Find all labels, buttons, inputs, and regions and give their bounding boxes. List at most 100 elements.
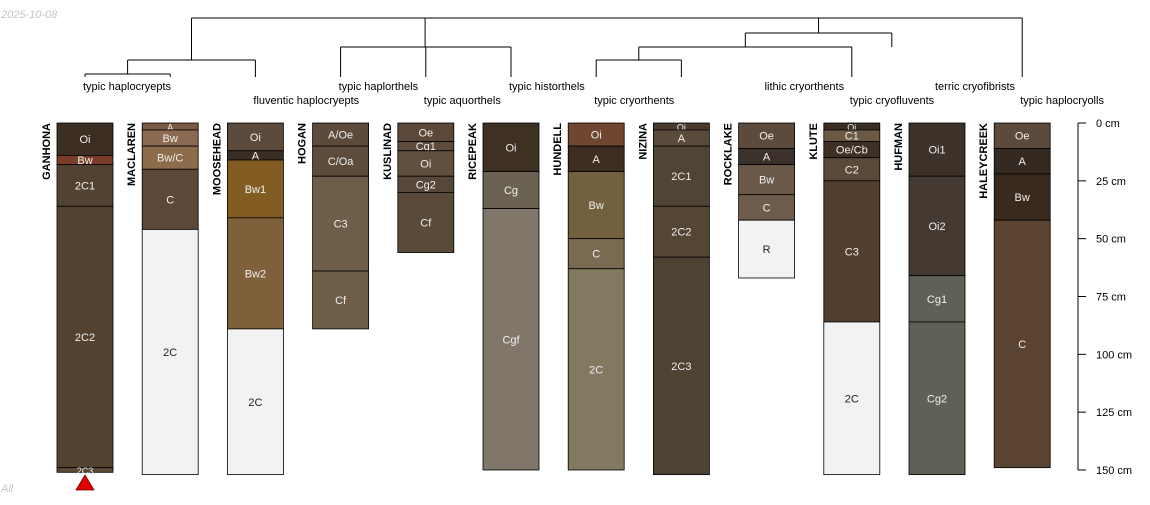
horizon-haleycreek-bw bbox=[993, 173, 1051, 221]
horizon-label-hufman-cg1: Cg1 bbox=[927, 294, 947, 306]
profile-name-kuslinad: KUSLINAD bbox=[382, 123, 394, 180]
profile-nizina: OiA 2C1 2C2 2C3 NIZINA bbox=[637, 122, 710, 476]
horizon-label-klute-c1: C1 bbox=[845, 131, 859, 143]
horizon-label-hufman-oi2: Oi2 bbox=[928, 221, 945, 233]
horizon-label-kuslinad-cf: Cf bbox=[420, 217, 432, 229]
horizon-label-rocklake-c: C bbox=[763, 202, 771, 214]
horizon-label-maclaren-bw: Bw bbox=[163, 133, 178, 145]
depth-axis: 0 cm 25 cm 50 cm 75 cm 100 cm 125 cm 150 cm bbox=[1077, 118, 1132, 477]
horizon-label-hundell-bw: Bw bbox=[589, 200, 604, 212]
profile-hundell: Oi A Bw C 2C HUNDELL bbox=[552, 122, 625, 471]
taxa-label-lithic-cryorthents: lithic cryorthents bbox=[765, 81, 845, 93]
depth-tick-label-50: 50 cm bbox=[1096, 234, 1126, 246]
horizon-ganhona-2c1 bbox=[56, 164, 114, 207]
horizon-label-hogan-a-oe: A/Oe bbox=[328, 130, 353, 142]
horizon-label-ganhona-oi: Oi bbox=[80, 134, 91, 146]
horizon-label-moosehead-a: A bbox=[252, 150, 260, 162]
horizon-label-rocklake-bw: Bw bbox=[759, 175, 774, 187]
profile-name-ricepeak: RICEPEAK bbox=[467, 123, 479, 180]
horizon-label-rocklake-r: R bbox=[763, 244, 771, 256]
horizon-label-ricepeak-oi: Oi bbox=[506, 142, 517, 154]
taxa-label-typic-haplocryepts: typic haplocryepts bbox=[83, 81, 172, 93]
truncation-marker-ganhona bbox=[75, 474, 95, 491]
horizon-label-maclaren-bw-c: Bw/C bbox=[157, 153, 183, 165]
horizon-hogan-c-oa bbox=[312, 145, 370, 177]
taxa-labels: typic haplocryepts fluventic haplocryepts… bbox=[83, 81, 1104, 107]
depth-tick-label-25: 25 cm bbox=[1096, 176, 1126, 188]
horizon-maclaren-2c bbox=[141, 229, 199, 476]
profile-name-haleycreek: HALEYCREEK bbox=[978, 123, 990, 199]
profile-name-maclaren: MACLAREN bbox=[126, 123, 138, 186]
horizon-label-hundell-2c: 2C bbox=[589, 364, 603, 376]
horizon-label-nizina-2c1: 2C1 bbox=[671, 171, 691, 183]
horizon-label-moosehead-oi: Oi bbox=[250, 132, 261, 144]
horizon-hundell-a bbox=[567, 145, 625, 172]
horizon-label-hogan-cf: Cf bbox=[335, 295, 347, 307]
profile-rocklake: Oe A Bw C R ROCKLAKE bbox=[723, 122, 795, 279]
horizon-label-nizina-2c3: 2C3 bbox=[671, 361, 691, 373]
horizon-haleycreek-a bbox=[993, 148, 1051, 175]
horizon-label-moosehead-2c: 2C bbox=[248, 397, 262, 409]
horizon-label-ganhona-2c3: 2C3 bbox=[77, 466, 94, 476]
horizon-rocklake-oe bbox=[738, 122, 795, 149]
horizon-label-ganhona-2c1: 2C1 bbox=[75, 180, 95, 192]
horizon-label-moosehead-bw1: Bw1 bbox=[245, 184, 266, 196]
horizon-label-hufman-cg2: Cg2 bbox=[927, 393, 947, 405]
horizon-label-nizina-2c2: 2C2 bbox=[671, 227, 691, 239]
profile-haleycreek: Oe A Bw C HALEYCREEK bbox=[978, 122, 1051, 469]
horizon-label-kuslinad-oi: Oi bbox=[420, 158, 431, 170]
depth-tick-label-0: 0 cm bbox=[1096, 118, 1120, 130]
horizon-hogan-cf bbox=[312, 270, 370, 330]
profile-hogan: A/Oe C/Oa C3 Cf HOGAN bbox=[297, 122, 370, 330]
taxa-label-fluventic-haplocryepts: fluventic haplocryepts bbox=[253, 95, 359, 107]
horizon-haleycreek-oe bbox=[993, 122, 1051, 149]
taxa-label-typic-haplocryolls: typic haplocryolls bbox=[1020, 95, 1104, 107]
horizon-ganhona-2c3 bbox=[56, 467, 114, 473]
horizon-klute-2c bbox=[823, 321, 881, 476]
horizon-ganhona-2c2 bbox=[56, 205, 114, 469]
dendrogram bbox=[84, 17, 1023, 77]
horizon-label-klute-c2: C2 bbox=[845, 164, 859, 176]
date-stamp: 2025-10-08 bbox=[0, 9, 58, 21]
horizon-label-hogan-c3: C3 bbox=[334, 219, 348, 231]
taxa-label-typic-cryofluvents: typic cryofluvents bbox=[850, 95, 935, 107]
profile-name-moosehead: MOOSEHEAD bbox=[211, 123, 223, 195]
horizon-hufman-cg1 bbox=[908, 275, 966, 323]
horizon-hufman-cg2 bbox=[908, 321, 966, 476]
depth-tick-label-75: 75 cm bbox=[1096, 292, 1126, 304]
horizon-label-rocklake-a: A bbox=[763, 152, 771, 164]
horizon-label-haleycreek-bw: Bw bbox=[1015, 192, 1030, 204]
horizon-label-haleycreek-a: A bbox=[1019, 156, 1027, 168]
taxa-label-typic-historthels: typic historthels bbox=[509, 81, 585, 93]
horizon-haleycreek-c bbox=[993, 219, 1051, 469]
horizon-label-maclaren-2c: 2C bbox=[163, 347, 177, 359]
profile-name-rocklake: ROCKLAKE bbox=[723, 123, 735, 185]
horizon-hogan-c3 bbox=[312, 175, 370, 272]
depth-tick-label-100: 100 cm bbox=[1096, 349, 1132, 361]
horizon-moosehead-oi bbox=[226, 122, 284, 152]
profile-name-hufman: HUFMAN bbox=[893, 123, 905, 171]
profile-moosehead: Oi A Bw1 Bw2 2C MOOSEHEAD bbox=[211, 122, 284, 476]
horizon-label-kuslinad-cg2: Cg2 bbox=[416, 179, 436, 191]
horizon-label-kuslinad-cg1: Cg1 bbox=[416, 141, 436, 153]
taxa-label-terric-cryofibrists: terric cryofibrists bbox=[935, 81, 1016, 93]
horizon-label-rocklake-oe: Oe bbox=[759, 131, 774, 143]
horizon-label-hogan-c-oa: C/Oa bbox=[328, 156, 355, 168]
horizon-label-klute-c3: C3 bbox=[845, 246, 859, 258]
horizon-moosehead-2c bbox=[226, 328, 284, 476]
horizon-label-hufman-oi1: Oi1 bbox=[928, 145, 945, 157]
profile-name-hundell: HUNDELL bbox=[552, 123, 564, 176]
horizon-label-maclaren-c: C bbox=[166, 194, 174, 206]
horizon-klute-c3 bbox=[823, 180, 881, 323]
profile-name-hogan: HOGAN bbox=[297, 123, 309, 164]
profile-name-ganhona: GANHONA bbox=[41, 123, 53, 180]
horizon-label-maclaren-a: A bbox=[167, 122, 173, 132]
horizon-moosehead-bw2 bbox=[226, 217, 284, 330]
profile-hufman: Oi1 Oi2 Cg1 Cg2 HUFMAN bbox=[893, 122, 966, 476]
horizon-label-hundell-c: C bbox=[592, 249, 600, 261]
horizon-kuslinad-cf bbox=[397, 191, 455, 253]
